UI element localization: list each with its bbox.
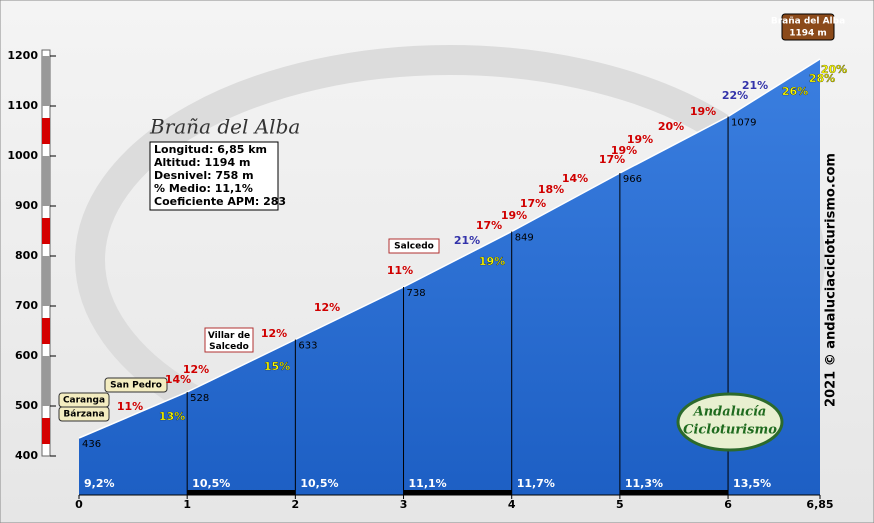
axis-bar <box>41 49 51 457</box>
place-label: Salcedo <box>394 242 434 252</box>
segment-grade: 13,5% <box>733 477 771 490</box>
y-tick-label: 1100 <box>7 99 38 112</box>
x-tick-label: 0 <box>75 498 83 511</box>
x-tick-label: 2 <box>292 498 300 511</box>
gradient-label: 21% <box>454 234 480 247</box>
profile-area <box>79 59 820 495</box>
segment-grade: 11,7% <box>517 477 555 490</box>
x-tick-label: 6 <box>724 498 732 511</box>
x-tick-label: 3 <box>400 498 408 511</box>
x-tick-label: 5 <box>616 498 624 511</box>
axis-stripe <box>42 218 50 244</box>
summit-name: Braña del Alba <box>771 17 845 27</box>
logo <box>676 392 784 452</box>
axis-stripe <box>42 156 50 206</box>
value-label: 528 <box>190 393 209 404</box>
gradient-label: 12% <box>314 301 340 314</box>
value-label: 436 <box>82 439 101 450</box>
axis-stripe <box>42 56 50 106</box>
gradient-label: 20% <box>658 120 684 133</box>
gradient-label: 14% <box>165 373 191 386</box>
value-label: 849 <box>515 233 534 244</box>
gradient-label: 19% <box>690 105 716 118</box>
place-label: Bárzana <box>63 410 104 420</box>
y-tick-label: 400 <box>15 449 38 462</box>
x-tick-label: 4 <box>508 498 516 511</box>
place-label: Caranga <box>63 396 105 406</box>
info-line: Altitud: 1194 m <box>154 156 250 169</box>
logo-text: Cicloturismo <box>683 423 777 438</box>
info-line: % Medio: 11,1% <box>154 182 253 195</box>
place-box <box>204 327 254 353</box>
axis-stripe <box>42 356 50 406</box>
gradient-label: 22% <box>722 89 748 102</box>
km-bar <box>619 490 729 495</box>
info-line: Desnivel: 758 m <box>154 169 254 182</box>
summit-altitude: 1194 m <box>789 29 827 39</box>
y-tick-label: 500 <box>15 399 38 412</box>
value-label: 1079 <box>731 118 756 129</box>
place-box <box>58 406 110 422</box>
x-tick-label: 1 <box>183 498 191 511</box>
gradient-label: 18% <box>538 183 564 196</box>
axis-stripe <box>42 418 50 444</box>
logo-text: Andalucía <box>692 405 767 420</box>
gradient-label: 11% <box>387 264 413 277</box>
x-tick-label: 6,85 <box>806 498 833 511</box>
summit-sign <box>781 13 835 41</box>
segment-grade: 9,2% <box>84 477 115 490</box>
info-line: Coeficiente APM: 283 <box>154 195 286 208</box>
gradient-label: 14% <box>562 172 588 185</box>
gradient-label: 17% <box>476 219 502 232</box>
y-tick-label: 600 <box>15 349 38 362</box>
place-label: San Pedro <box>110 381 162 391</box>
place-box <box>388 238 440 254</box>
info-box <box>149 141 279 211</box>
profile-line <box>78 58 821 439</box>
gradient-label: 19% <box>627 133 653 146</box>
y-tick-label: 1000 <box>7 149 38 162</box>
info-line: Longitud: 6,85 km <box>154 143 267 156</box>
credit: 2021 © andaluciacicloturismo.com <box>824 153 839 407</box>
y-tick-label: 1200 <box>7 49 38 62</box>
axis-stripe <box>42 118 50 144</box>
place-label: Villar de Salcedo <box>208 331 250 352</box>
gradient-label: 19% <box>501 209 527 222</box>
gradient-label: 20% <box>821 63 847 76</box>
gradient-label: 19% <box>611 144 637 157</box>
place-box <box>104 377 168 393</box>
gradient-label: 13% <box>159 410 185 423</box>
gradient-label: 28% <box>809 72 835 85</box>
km-bar <box>403 490 512 495</box>
segment-grade: 10,5% <box>300 477 338 490</box>
gradient-label: 19% <box>479 255 505 268</box>
gradient-label: 12% <box>183 363 209 376</box>
value-label: 633 <box>298 341 317 352</box>
gradient-label: 21% <box>742 79 768 92</box>
gradient-label: 17% <box>599 153 625 166</box>
gradient-label: 11% <box>117 400 143 413</box>
y-tick-label: 800 <box>15 249 38 262</box>
gradient-label: 12% <box>261 327 287 340</box>
axis-stripe <box>42 318 50 344</box>
y-tick-label: 700 <box>15 299 38 312</box>
value-label: 966 <box>623 174 642 185</box>
chart-title: Braña del Alba <box>149 115 300 139</box>
y-tick-label: 900 <box>15 199 38 212</box>
gradient-label: 15% <box>264 360 290 373</box>
gradient-label: 26% <box>782 85 808 98</box>
plot: 4005006007008009001000110012004365286337… <box>7 49 847 511</box>
axis-stripe <box>42 256 50 306</box>
value-label: 738 <box>407 288 426 299</box>
segment-grade: 11,1% <box>409 477 447 490</box>
segment-grade: 11,3% <box>625 477 663 490</box>
km-bar <box>187 490 296 495</box>
segment-grade: 10,5% <box>192 477 230 490</box>
gradient-label: 17% <box>520 197 546 210</box>
